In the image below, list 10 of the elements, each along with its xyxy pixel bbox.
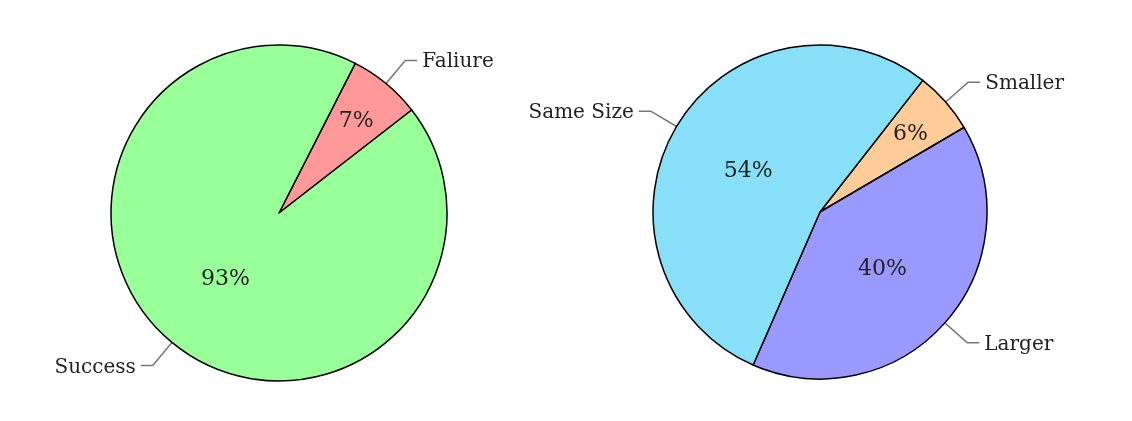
slice-label: Faliure: [422, 48, 494, 73]
data-label: 7%: [338, 107, 374, 133]
slice-label: Smaller: [985, 70, 1065, 95]
slice-label: Larger: [984, 330, 1054, 355]
data-label: 93%: [201, 265, 250, 291]
data-label: 6%: [893, 120, 928, 146]
data-label: 40%: [857, 254, 907, 280]
slice-label: Success: [54, 353, 136, 378]
data-label: 54%: [723, 156, 773, 182]
slice-label: Same Size: [528, 99, 634, 124]
